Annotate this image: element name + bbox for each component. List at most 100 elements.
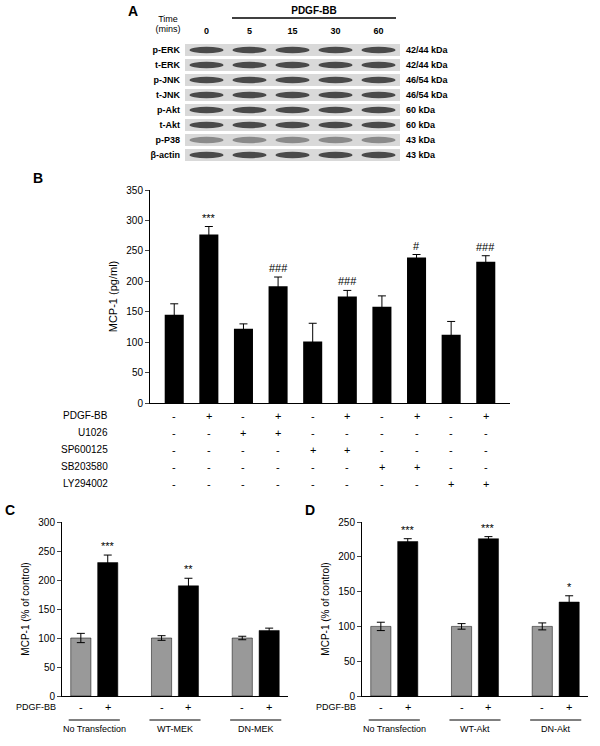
svg-text:β-actin: β-actin <box>151 150 181 160</box>
svg-text:100: 100 <box>38 633 55 644</box>
svg-text:-: - <box>415 478 419 490</box>
svg-text:-: - <box>207 444 211 456</box>
svg-text:-: - <box>241 410 245 422</box>
svg-text:No Transfection: No Transfection <box>363 724 426 734</box>
svg-text:-: - <box>415 444 419 456</box>
svg-text:+: + <box>240 427 246 439</box>
svg-text:-: - <box>160 701 164 713</box>
svg-text:B: B <box>33 170 43 186</box>
svg-text:-: - <box>240 701 244 713</box>
svg-text:-: - <box>172 478 176 490</box>
svg-text:42/44 kDa: 42/44 kDa <box>406 60 449 70</box>
svg-text:-: - <box>449 410 453 422</box>
svg-text:150: 150 <box>38 604 55 615</box>
svg-text:-: - <box>484 444 488 456</box>
svg-text:43 kDa: 43 kDa <box>406 135 436 145</box>
svg-text:-: - <box>207 461 211 473</box>
svg-text:DN-Akt: DN-Akt <box>541 724 570 734</box>
svg-text:100: 100 <box>338 621 355 632</box>
svg-text:-: - <box>276 444 280 456</box>
svg-text:42/44 kDa: 42/44 kDa <box>406 45 449 55</box>
svg-text:-: - <box>241 461 245 473</box>
svg-text:-: - <box>172 410 176 422</box>
svg-text:250: 250 <box>338 517 355 528</box>
svg-text:-: - <box>345 427 349 439</box>
svg-text:-: - <box>311 410 315 422</box>
svg-text:-: - <box>241 444 245 456</box>
svg-text:-: - <box>207 478 211 490</box>
svg-text:+: + <box>485 701 491 713</box>
svg-text:-: - <box>311 461 315 473</box>
svg-text:***: *** <box>101 540 115 552</box>
svg-text:43 kDa: 43 kDa <box>406 150 436 160</box>
svg-text:(mins): (mins) <box>156 24 181 34</box>
svg-text:-: - <box>540 701 544 713</box>
svg-text:***: *** <box>481 522 495 534</box>
svg-text:-: - <box>276 461 280 473</box>
svg-text:+: + <box>266 701 272 713</box>
svg-text:No Transfection: No Transfection <box>63 724 126 734</box>
svg-text:**: ** <box>184 563 193 575</box>
svg-text:WT-MEK: WT-MEK <box>157 724 193 734</box>
svg-text:+: + <box>414 410 420 422</box>
svg-text:-: - <box>415 427 419 439</box>
svg-text:0: 0 <box>349 691 355 702</box>
svg-text:+: + <box>448 478 454 490</box>
svg-text:+: + <box>310 444 316 456</box>
svg-text:-: - <box>311 478 315 490</box>
svg-text:-: - <box>380 410 384 422</box>
svg-text:60 kDa: 60 kDa <box>406 105 436 115</box>
svg-text:SP600125: SP600125 <box>61 444 108 455</box>
svg-text:SB203580: SB203580 <box>61 461 108 472</box>
svg-text:PDGF-BB: PDGF-BB <box>63 410 108 421</box>
svg-text:WT-Akt: WT-Akt <box>460 724 490 734</box>
svg-text:200: 200 <box>126 276 143 287</box>
svg-text:p-Akt: p-Akt <box>157 105 180 115</box>
svg-text:46/54 kDa: 46/54 kDa <box>406 90 449 100</box>
svg-text:+: + <box>405 701 411 713</box>
svg-text:+: + <box>483 410 489 422</box>
svg-text:###: ### <box>338 275 357 287</box>
svg-text:150: 150 <box>338 586 355 597</box>
svg-text:-: - <box>380 427 384 439</box>
svg-text:p-ERK: p-ERK <box>153 45 181 55</box>
svg-text:-: - <box>276 478 280 490</box>
svg-text:C: C <box>5 502 15 518</box>
svg-text:-: - <box>345 478 349 490</box>
svg-text:-: - <box>460 701 464 713</box>
svg-text:300: 300 <box>126 215 143 226</box>
svg-text:DN-MEK: DN-MEK <box>238 724 274 734</box>
svg-text:350: 350 <box>126 185 143 196</box>
svg-text:-: - <box>241 478 245 490</box>
svg-text:+: + <box>566 701 572 713</box>
svg-text:0: 0 <box>204 26 209 36</box>
svg-text:-: - <box>311 427 315 439</box>
svg-text:MCP-1 (% of control): MCP-1 (% of control) <box>20 562 31 655</box>
svg-text:+: + <box>105 701 111 713</box>
svg-text:-: - <box>484 427 488 439</box>
svg-text:D: D <box>305 502 315 518</box>
svg-text:150: 150 <box>126 306 143 317</box>
svg-text:-: - <box>484 461 488 473</box>
svg-text:-: - <box>380 478 384 490</box>
svg-text:t-Akt: t-Akt <box>160 120 181 130</box>
svg-text:+: + <box>379 461 385 473</box>
svg-text:U1026: U1026 <box>78 427 108 438</box>
svg-text:MCP-1 (% of control): MCP-1 (% of control) <box>320 562 331 655</box>
svg-text:*: * <box>567 581 572 593</box>
svg-text:-: - <box>449 427 453 439</box>
svg-text:-: - <box>172 444 176 456</box>
svg-text:-: - <box>449 461 453 473</box>
svg-text:***: *** <box>401 524 415 536</box>
svg-text:300: 300 <box>38 517 55 528</box>
svg-text:+: + <box>344 410 350 422</box>
svg-text:200: 200 <box>338 551 355 562</box>
svg-text:p-JNK: p-JNK <box>154 75 181 85</box>
svg-text:+: + <box>206 410 212 422</box>
svg-text:15: 15 <box>287 26 297 36</box>
svg-text:+: + <box>483 478 489 490</box>
svg-text:250: 250 <box>126 245 143 256</box>
svg-text:-: - <box>172 427 176 439</box>
svg-text:50: 50 <box>132 367 144 378</box>
svg-text:5: 5 <box>247 26 252 36</box>
